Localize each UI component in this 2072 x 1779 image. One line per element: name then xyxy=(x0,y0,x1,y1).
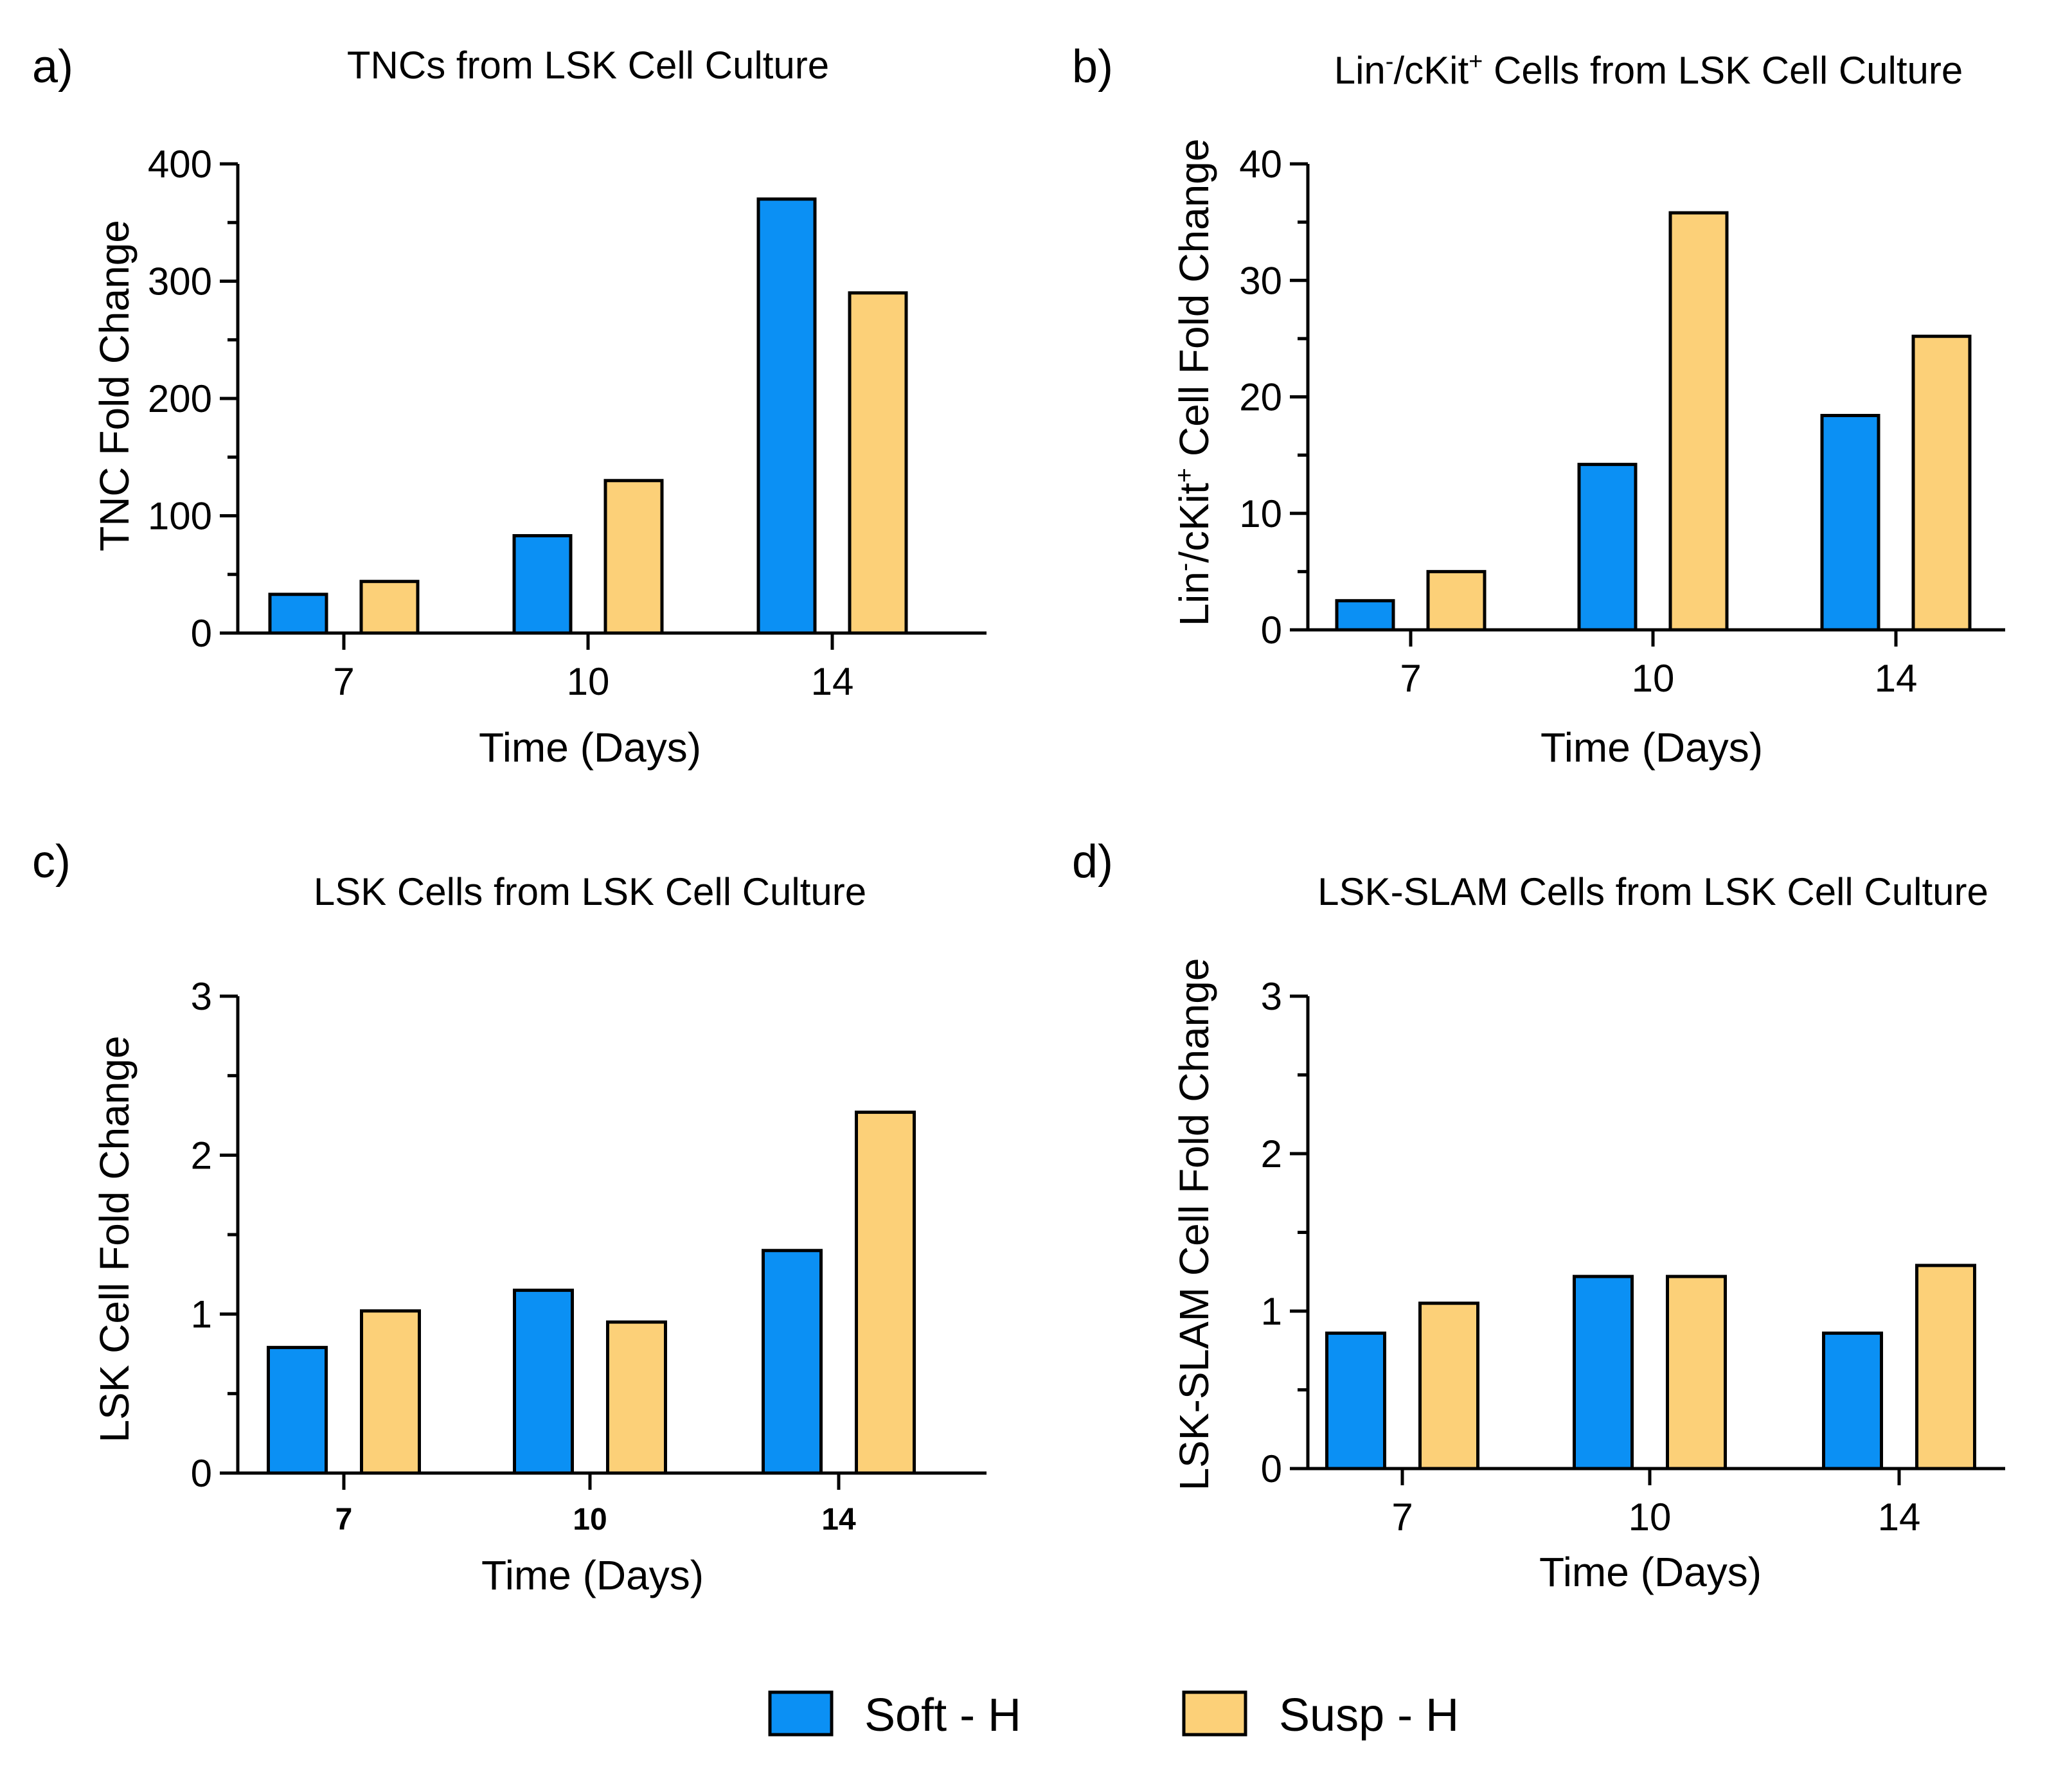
panel-b-bar-soft-10 xyxy=(1577,463,1638,632)
panel-c-xtick-label-14: 14 xyxy=(821,1503,856,1537)
panel-a-bar-soft-7 xyxy=(268,593,328,635)
panel-b-letter: b) xyxy=(1072,41,1113,93)
panel-a-ytick-label-0: 0 xyxy=(191,612,212,655)
panel-b-ytick-label-20: 20 xyxy=(1239,376,1282,419)
panel-a-bar-susp-14 xyxy=(848,291,908,635)
panel-b-ylabel-plus: + xyxy=(1170,468,1199,483)
panel-c-bar-susp-7 xyxy=(360,1309,421,1475)
panel-a-xtick-label-10: 10 xyxy=(567,660,610,703)
panel-b-ytick-label-30: 30 xyxy=(1239,259,1282,302)
panel-d-bar-soft-7 xyxy=(1325,1331,1386,1471)
panel-c-letter: c) xyxy=(32,836,71,888)
panel-d-ylabel: LSK-SLAM Cell Fold Change xyxy=(1171,958,1217,1491)
panel-b-title-lin: Lin xyxy=(1334,49,1386,92)
panel-c-xtick-label-10: 10 xyxy=(573,1503,607,1537)
panel-a-xtick-label-7: 7 xyxy=(333,660,354,703)
panel-a-ytick-label-400: 400 xyxy=(148,143,212,186)
panel-c-ytick-label-3: 3 xyxy=(191,975,212,1018)
panel-b-ytick-label-40: 40 xyxy=(1239,143,1282,186)
panel-a-bar-soft-10 xyxy=(512,534,573,635)
panel-a-bar-soft-14 xyxy=(756,197,817,635)
panel-c-bar-susp-10 xyxy=(606,1320,667,1475)
panel-d-ytick-label-3: 3 xyxy=(1261,975,1282,1018)
panel-c-bar-soft-7 xyxy=(267,1346,328,1475)
panel-b-title: Lin-/cKit+ Cells from LSK Cell Culture xyxy=(1334,48,1963,92)
panel-c-plot: 0 1 2 3 7 10 14 xyxy=(191,975,987,1537)
panel-b-xtick-label-7: 7 xyxy=(1400,657,1421,700)
panel-d-ytick-label-2: 2 xyxy=(1261,1132,1282,1176)
panel-b-title-minus: - xyxy=(1386,48,1394,75)
panel-a-letter: a) xyxy=(32,41,73,93)
panel-c-bar-soft-10 xyxy=(513,1289,574,1475)
panel-d-ytick-label-0: 0 xyxy=(1261,1447,1282,1490)
panel-b-xtick-label-14: 14 xyxy=(1875,657,1918,700)
panel-b: b) Lin-/cKit+ Cells from LSK Cell Cultur… xyxy=(1072,41,2005,771)
panel-c-ylabel: LSK Cell Fold Change xyxy=(91,1035,138,1442)
legend-swatch-soft xyxy=(768,1690,834,1737)
panel-d-letter: d) xyxy=(1072,836,1113,888)
panel-b-ylabel-lin: Lin xyxy=(1171,571,1217,626)
panel-a-ytick-label-200: 200 xyxy=(148,377,212,420)
panel-d-bar-soft-10 xyxy=(1573,1274,1634,1471)
panel-d: d) LSK-SLAM Cells from LSK Cell Culture … xyxy=(1072,836,2005,1595)
panel-c-ytick-label-1: 1 xyxy=(191,1293,212,1336)
panel-b-ytick-label-10: 10 xyxy=(1239,492,1282,535)
panel-b-ylabel-rest: Cell Fold Change xyxy=(1171,139,1217,468)
panel-a-title: TNCs from LSK Cell Culture xyxy=(347,44,829,87)
panel-b-bar-susp-10 xyxy=(1668,211,1729,632)
panel-b-title-plus: + xyxy=(1469,48,1483,75)
panel-d-bar-soft-14 xyxy=(1822,1331,1883,1471)
panel-d-plot: 0 1 2 3 7 10 14 xyxy=(1261,975,2005,1539)
panel-c-title: LSK Cells from LSK Cell Culture xyxy=(314,870,866,913)
panel-a-bar-susp-7 xyxy=(359,580,420,635)
legend: Soft - H Susp - H xyxy=(768,1690,1459,1741)
panel-b-ylabel-ckit: /cKit xyxy=(1171,483,1217,563)
panel-c-ytick-label-2: 2 xyxy=(191,1134,212,1177)
panel-d-xtick-label-7: 7 xyxy=(1391,1496,1413,1539)
panel-d-title: LSK-SLAM Cells from LSK Cell Culture xyxy=(1317,870,1988,913)
panel-c-bar-soft-14 xyxy=(762,1249,823,1475)
panel-b-xlabel: Time (Days) xyxy=(1541,724,1763,771)
panel-c-xlabel: Time (Days) xyxy=(481,1552,704,1598)
panel-b-ylabel-minus: - xyxy=(1170,563,1199,571)
panel-b-title-ckit: /cKit xyxy=(1393,49,1469,92)
panel-b-ytick-label-0: 0 xyxy=(1261,609,1282,652)
panel-d-xlabel: Time (Days) xyxy=(1539,1549,1762,1595)
panel-a-ytick-label-300: 300 xyxy=(148,260,212,303)
legend-swatch-susp xyxy=(1182,1690,1247,1737)
panel-d-bar-susp-10 xyxy=(1666,1274,1727,1471)
panel-b-plot: 0 10 20 30 40 7 10 14 xyxy=(1239,143,2005,700)
panel-b-bar-susp-14 xyxy=(1911,334,1972,632)
panel-d-xtick-label-14: 14 xyxy=(1878,1496,1921,1539)
panel-d-ytick-label-1: 1 xyxy=(1261,1290,1282,1333)
panel-d-bar-susp-14 xyxy=(1915,1264,1976,1471)
panel-c: c) LSK Cells from LSK Cell Culture LSK C… xyxy=(32,836,987,1598)
panel-a-plot: 0 100 200 300 400 7 10 14 xyxy=(148,143,987,703)
legend-label-susp: Susp - H xyxy=(1279,1690,1459,1741)
panel-a-xlabel: Time (Days) xyxy=(479,724,701,771)
panel-b-xtick-label-10: 10 xyxy=(1632,657,1675,700)
panel-b-bar-soft-7 xyxy=(1335,599,1395,632)
panel-c-xtick-label-7: 7 xyxy=(335,1503,353,1537)
panel-c-bar-susp-14 xyxy=(855,1111,916,1475)
panel-c-ytick-label-0: 0 xyxy=(191,1452,212,1495)
legend-label-soft: Soft - H xyxy=(864,1690,1021,1741)
panel-a-bar-susp-10 xyxy=(603,479,664,635)
panel-d-xtick-label-10: 10 xyxy=(1629,1496,1672,1539)
panel-b-ylabel: Lin-/cKit+ Cell Fold Change xyxy=(1170,139,1217,627)
panel-a: a) TNCs from LSK Cell Culture TNC Fold C… xyxy=(32,41,987,771)
panel-b-title-rest: Cells from LSK Cell Culture xyxy=(1483,49,1963,92)
panel-d-bar-susp-7 xyxy=(1418,1301,1479,1471)
panel-b-bar-susp-7 xyxy=(1426,569,1487,632)
panel-b-bar-soft-14 xyxy=(1820,414,1880,632)
panel-a-xtick-label-14: 14 xyxy=(811,660,854,703)
panel-a-ytick-label-100: 100 xyxy=(148,495,212,538)
panel-a-ylabel: TNC Fold Change xyxy=(91,220,138,551)
